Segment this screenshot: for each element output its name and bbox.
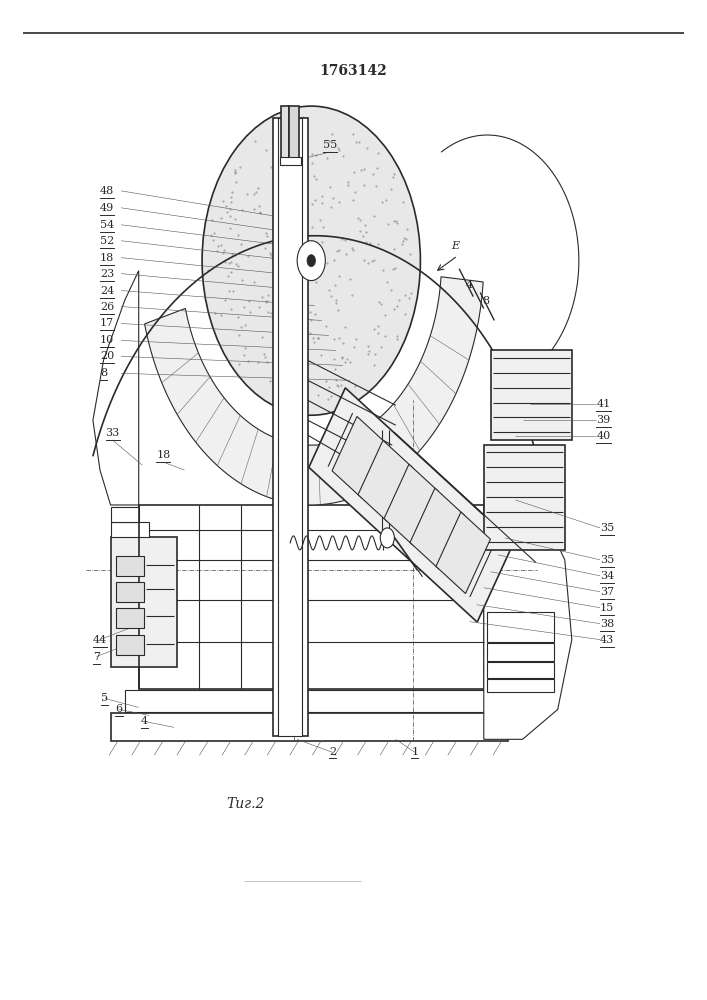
Bar (279, 157, 300, 165)
Bar (491, 350, 572, 440)
Text: 48: 48 (100, 186, 115, 196)
Text: 6: 6 (115, 704, 122, 714)
Bar (110, 507, 139, 522)
Text: 43: 43 (600, 635, 614, 645)
Bar (116, 635, 144, 655)
Text: 23: 23 (100, 269, 115, 279)
Text: 35: 35 (600, 523, 614, 533)
Polygon shape (384, 464, 438, 546)
Text: 49: 49 (100, 203, 115, 213)
Bar (281, 106, 289, 161)
Polygon shape (484, 500, 572, 739)
Text: 1: 1 (411, 747, 419, 757)
Circle shape (297, 241, 325, 281)
Bar (124, 690, 494, 712)
Text: 15: 15 (600, 603, 614, 613)
Text: 7: 7 (93, 652, 100, 662)
Text: 35: 35 (600, 555, 614, 565)
Text: 54: 54 (100, 220, 115, 230)
Text: 26: 26 (100, 302, 115, 312)
Bar (110, 537, 177, 667)
Bar (487, 612, 554, 642)
Polygon shape (93, 271, 139, 505)
Text: 52: 52 (100, 236, 115, 246)
Text: 8: 8 (100, 368, 107, 378)
Text: 40: 40 (596, 431, 611, 441)
Text: 37: 37 (600, 587, 614, 597)
Bar (487, 662, 554, 678)
Circle shape (380, 528, 395, 548)
Bar (288, 106, 299, 161)
Text: 34: 34 (600, 571, 614, 581)
Text: 5: 5 (101, 693, 108, 703)
Text: 24: 24 (100, 286, 115, 296)
Bar (278, 118, 302, 736)
Bar (116, 582, 144, 602)
Polygon shape (145, 277, 483, 505)
Text: 33: 33 (105, 428, 120, 438)
Bar (116, 556, 144, 576)
Text: 1763142: 1763142 (320, 64, 387, 78)
Text: E: E (450, 241, 459, 251)
Polygon shape (436, 512, 491, 594)
Text: 55: 55 (323, 140, 337, 150)
Bar (110, 713, 508, 741)
Text: 4: 4 (466, 280, 473, 290)
Bar (116, 608, 144, 628)
Polygon shape (309, 388, 513, 622)
Text: 18: 18 (156, 450, 170, 460)
Polygon shape (410, 488, 464, 570)
Polygon shape (358, 440, 412, 522)
Circle shape (307, 255, 315, 267)
Bar (487, 679, 554, 692)
Text: 8: 8 (482, 296, 489, 306)
Bar (139, 505, 484, 689)
Polygon shape (332, 416, 387, 498)
Text: 44: 44 (93, 635, 107, 645)
Bar (484, 445, 565, 550)
Bar (110, 522, 149, 537)
Text: 38: 38 (600, 619, 614, 629)
Text: 4: 4 (141, 716, 148, 726)
Circle shape (202, 106, 421, 415)
Text: 41: 41 (596, 399, 611, 409)
Text: 10: 10 (100, 335, 115, 345)
Bar (487, 643, 554, 661)
Bar (272, 118, 308, 736)
Text: 20: 20 (100, 351, 115, 361)
Text: 18: 18 (100, 253, 115, 263)
Text: 39: 39 (596, 415, 611, 425)
Text: 17: 17 (100, 318, 114, 328)
Text: Τиг.2: Τиг.2 (227, 797, 265, 811)
Text: 2: 2 (329, 747, 336, 757)
